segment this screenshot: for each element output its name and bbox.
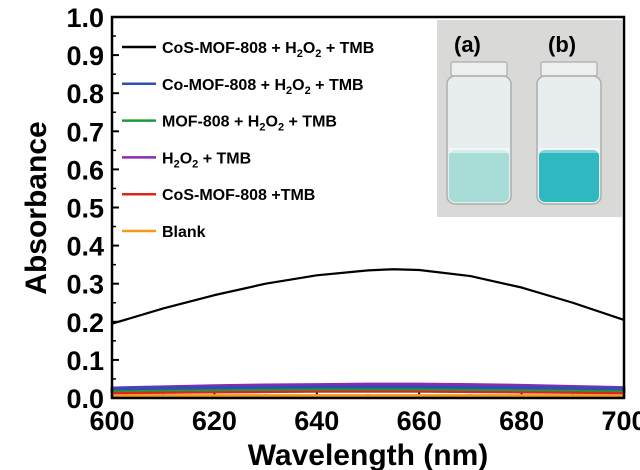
y-tick-label: 0.1	[66, 346, 104, 376]
y-tick-label: 0.3	[66, 270, 104, 300]
y-tick-label: 0.5	[66, 194, 104, 224]
series-line-3	[110, 387, 626, 392]
legend: CoS-MOF-808 + H2O2 + TMB Co-MOF-808 + H2O…	[122, 40, 374, 241]
x-axis-label: Wavelength (nm)	[248, 439, 489, 470]
y-tick-label: 1.0	[66, 3, 104, 33]
y-tick-label: 0.4	[66, 232, 104, 262]
legend-label: H2O2 + TMB	[162, 150, 251, 170]
legend-label: CoS-MOF-808 +TMB	[162, 187, 315, 204]
legend-label: MOF-808 + H2O2 + TMB	[162, 114, 337, 134]
x-tick-label: 700	[601, 406, 640, 436]
y-tick-label: 0.2	[66, 308, 104, 338]
y-tick-label: 0.0	[66, 384, 104, 414]
y-tick-label: 0.7	[66, 117, 104, 147]
legend-label: Blank	[162, 224, 206, 241]
series-line-5	[110, 389, 626, 395]
x-tick-label: 660	[397, 406, 442, 436]
series-line-2	[110, 385, 626, 391]
inset-label-b: (b)	[548, 32, 576, 57]
y-tick-labels: 0.0 0.1 0.2 0.3 0.4 0.5 0.6 0.7 0.8 0.9 1.0	[66, 3, 104, 414]
inset-photo: (a) (b)	[437, 20, 622, 217]
series-line-4	[110, 382, 626, 390]
vial-a-liquid	[449, 150, 509, 202]
x-tick-label: 680	[499, 406, 544, 436]
vial-a	[446, 61, 512, 205]
y-axis-label: Absorbance	[20, 121, 53, 294]
x-tick-label: 600	[89, 406, 134, 436]
series-line-1	[110, 268, 626, 325]
plot-frame	[110, 15, 626, 400]
legend-label: Co-MOF-808 + H2O2 + TMB	[162, 77, 364, 97]
y-tick-label: 0.9	[66, 41, 104, 71]
vial-b	[536, 61, 602, 205]
x-tick-label: 640	[294, 406, 339, 436]
y-tick-label: 0.8	[66, 79, 104, 109]
y-tick-label: 0.6	[66, 155, 104, 185]
series-lines	[110, 268, 626, 398]
x-tick-labels: 600 620 640 660 680 700	[89, 406, 640, 436]
inset-label-a: (a)	[454, 32, 481, 57]
x-tick-label: 620	[192, 406, 237, 436]
legend-label: CoS-MOF-808 + H2O2 + TMB	[162, 40, 374, 60]
vial-b-liquid	[539, 150, 599, 202]
